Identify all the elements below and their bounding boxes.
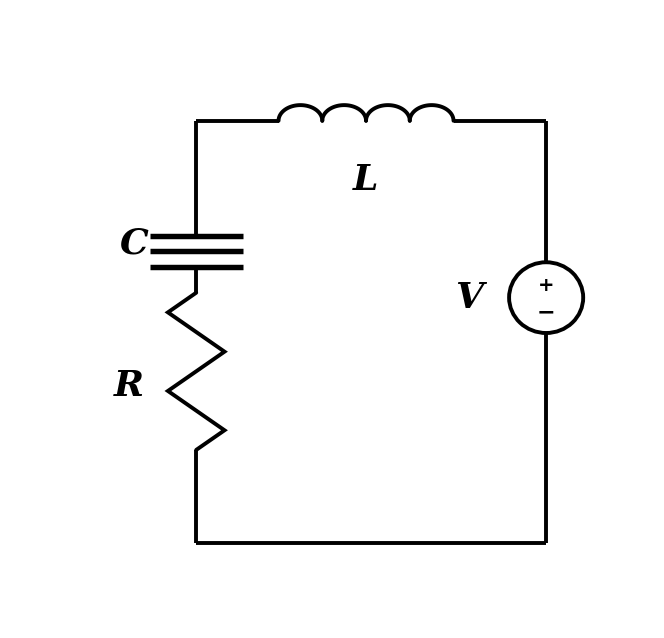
Text: −: − [537,302,556,322]
Text: +: + [538,276,554,295]
Text: L: L [353,163,378,197]
Text: R: R [114,369,144,403]
Text: C: C [120,226,149,260]
Text: V: V [455,281,483,315]
